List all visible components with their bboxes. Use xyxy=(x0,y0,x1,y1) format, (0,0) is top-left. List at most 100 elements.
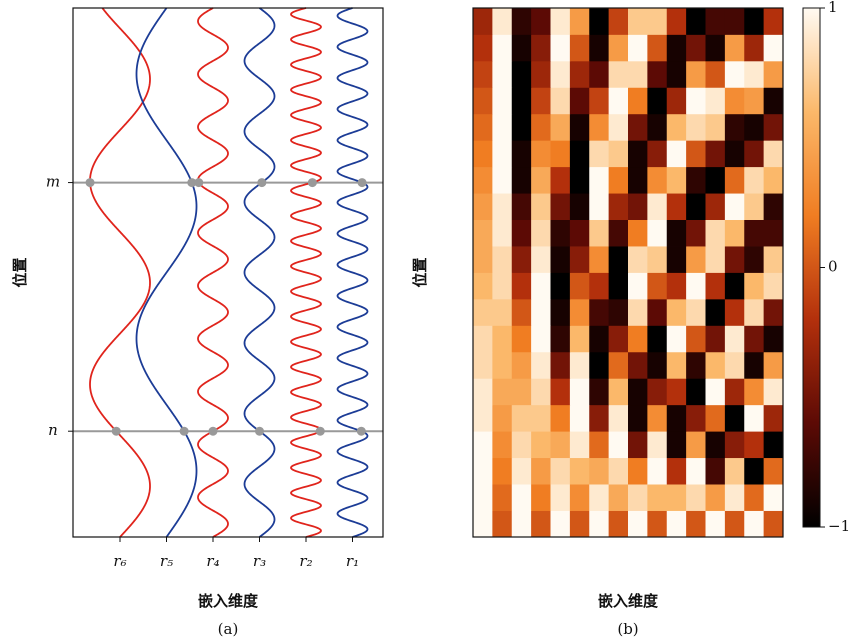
heatmap-cell xyxy=(628,8,648,35)
heatmap-cell xyxy=(608,378,629,406)
heatmap-cell xyxy=(763,87,784,115)
heatmap-cell xyxy=(608,87,629,115)
heatmap-cell xyxy=(550,140,571,168)
heatmap-cell xyxy=(589,246,610,273)
heatmap-cell xyxy=(647,351,668,379)
heatmap-cell xyxy=(666,193,687,220)
heatmap-cell xyxy=(492,34,513,62)
heatmap-cell xyxy=(705,60,726,88)
heatmap-cell xyxy=(531,166,551,194)
heatmap-cell xyxy=(511,457,532,485)
heatmap-cell xyxy=(666,378,687,406)
wave-curve xyxy=(135,7,198,538)
heatmap-cell xyxy=(589,378,610,406)
heatmap-cell xyxy=(608,60,629,88)
y-axis-label: 位置 xyxy=(411,257,429,287)
heatmap-cell xyxy=(686,298,706,326)
heatmap-cell xyxy=(686,8,706,35)
heatmap-cell xyxy=(550,8,571,35)
heatmap-cell xyxy=(763,272,784,300)
heatmap-cell xyxy=(686,272,706,300)
heatmap-cell xyxy=(492,351,513,379)
heatmap-cell xyxy=(473,193,493,220)
heatmap-cell xyxy=(686,325,706,353)
heatmap-cell xyxy=(744,87,765,115)
heatmap-cell xyxy=(531,246,551,273)
heatmap-cell xyxy=(686,510,706,538)
heatmap-cell xyxy=(705,457,726,485)
heatmap-cell xyxy=(473,140,493,168)
heatmap-cell xyxy=(589,351,610,379)
heatmap-cell xyxy=(628,351,648,379)
colorbar-tick-label: −1 xyxy=(828,517,850,535)
heatmap-cell xyxy=(647,272,668,300)
heatmap-cell xyxy=(473,246,493,273)
heatmap-cell xyxy=(492,113,513,141)
heatmap-cell xyxy=(763,298,784,326)
heatmap-cell xyxy=(569,325,590,353)
heatmap-cell xyxy=(647,219,668,247)
heatmap-cell xyxy=(492,272,513,300)
heatmap-cell xyxy=(608,351,629,379)
heatmap-cell xyxy=(531,431,551,459)
heatmap-cell xyxy=(666,87,687,115)
heatmap-cell xyxy=(744,246,765,273)
intersection-dot xyxy=(315,426,325,436)
heatmap-cell xyxy=(628,219,648,247)
heatmap-cell xyxy=(666,457,687,485)
heatmap-cell xyxy=(686,431,706,459)
heatmap-cell xyxy=(608,193,629,220)
heatmap-cell xyxy=(473,431,493,459)
heatmap-cell xyxy=(550,378,571,406)
heatmap-cell xyxy=(473,166,493,194)
heatmap-cell xyxy=(744,510,765,538)
heatmap-cell xyxy=(705,378,726,406)
heatmap-cell xyxy=(569,166,590,194)
heatmap-cell xyxy=(589,60,610,88)
wave-curve xyxy=(197,7,229,538)
heatmap-cell xyxy=(608,113,629,141)
heatmap-cell xyxy=(569,60,590,88)
heatmap-cell xyxy=(511,87,532,115)
heatmap-cell xyxy=(492,140,513,168)
heatmap-cell xyxy=(744,484,765,511)
heatmap-cell xyxy=(647,404,668,432)
heatmap-cell xyxy=(724,378,745,406)
heatmap-cell xyxy=(744,219,765,247)
heatmap-cell xyxy=(511,34,532,62)
heatmap-cell xyxy=(686,166,706,194)
heatmap-cell xyxy=(608,484,629,511)
heatmap-cell xyxy=(569,457,590,485)
heatmap-cell xyxy=(608,140,629,168)
heatmap-cell xyxy=(531,272,551,300)
heatmap-cell xyxy=(589,325,610,353)
heatmap-cell xyxy=(531,87,551,115)
x-axis-label: 嵌入维度 xyxy=(198,592,259,610)
heatmap-cell xyxy=(608,510,629,538)
heatmap-cell xyxy=(550,351,571,379)
heatmap-cell xyxy=(647,60,668,88)
heatmap-cell xyxy=(569,8,590,35)
heatmap-cell xyxy=(744,351,765,379)
heatmap-cell xyxy=(550,404,571,432)
heatmap-cell xyxy=(511,193,532,220)
heatmap-cell xyxy=(744,8,765,35)
heatmap-cell xyxy=(531,193,551,220)
heatmap-cell xyxy=(744,404,765,432)
heatmap-cell xyxy=(666,219,687,247)
wave-curve xyxy=(89,7,151,538)
heatmap-cell xyxy=(744,60,765,88)
intersection-dot xyxy=(85,178,95,188)
heatmap-cell xyxy=(666,351,687,379)
heatmap-cell xyxy=(628,298,648,326)
wave-curve xyxy=(336,7,369,538)
colorbar xyxy=(802,7,821,528)
heatmap-cell xyxy=(744,325,765,353)
heatmap-cell xyxy=(705,193,726,220)
heatmap-cell xyxy=(705,404,726,432)
heatmap-cell xyxy=(589,431,610,459)
heatmap-cell xyxy=(628,272,648,300)
heatmap-cell xyxy=(744,378,765,406)
heatmap-cell xyxy=(473,272,493,300)
heatmap-cell xyxy=(550,193,571,220)
